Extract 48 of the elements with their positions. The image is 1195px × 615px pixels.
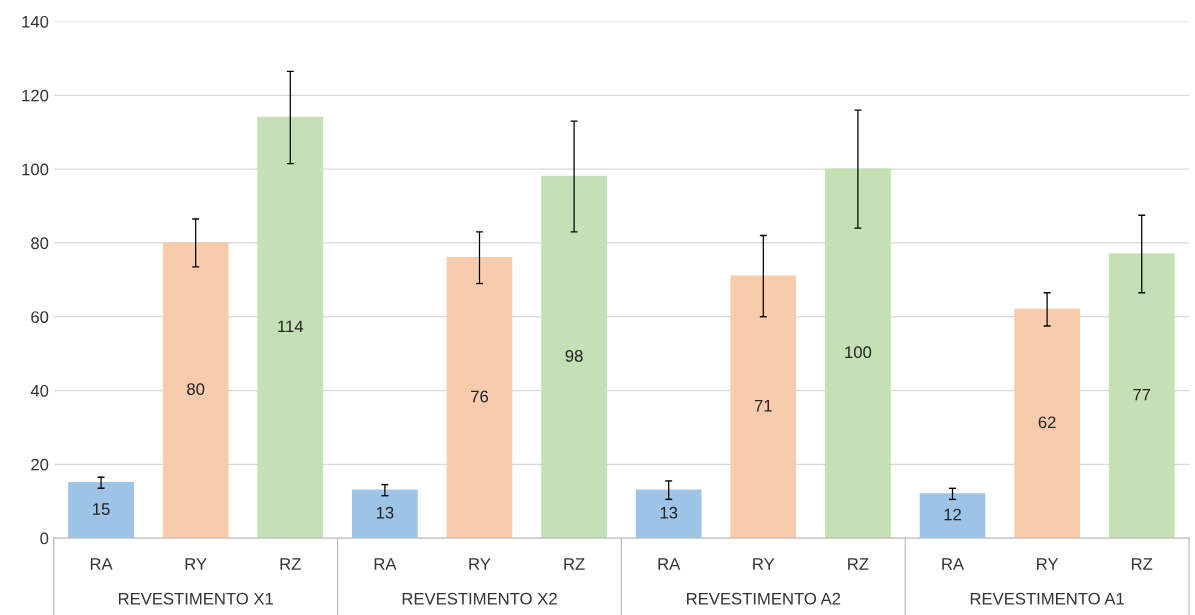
y-tick-label: 80 [31,237,49,250]
data-label: 98 [565,349,583,362]
series-label: RA [90,558,113,570]
series-label: RZ [280,558,301,570]
x-tick-label: REVESTIMENTO A2 [687,592,841,605]
data-label: 114 [278,320,304,333]
data-label: 80 [187,383,205,395]
data-label: 12 [944,508,961,521]
data-label: 71 [754,399,772,412]
data-label: 13 [376,506,394,519]
x-tick-label: REVESTIMENTO X1 [118,592,273,605]
series-label: RY [185,558,207,570]
bar [541,175,607,539]
text: RZ [848,558,869,570]
data-label: 62 [1038,416,1056,429]
bar [446,256,513,539]
bar [730,275,797,539]
text: RA [374,558,397,570]
y-tick-label: 100 [22,163,49,176]
text: RA [942,558,965,570]
x-tick-label: REVESTIMENTO A1 [970,592,1124,605]
text: RZ [1131,558,1153,570]
y-tick-label: 140 [22,15,49,28]
bar [352,489,418,539]
bar [919,493,986,539]
text: RA [658,558,681,570]
data-label: 76 [471,390,489,403]
text: RY [753,558,775,570]
text: RZ [564,558,585,570]
data-label: 13 [660,506,678,519]
y-tick-label: 0 [40,532,49,545]
bar [825,168,891,539]
y-tick-label: 60 [31,311,49,323]
bar [68,482,134,539]
data-label: 100 [845,346,872,359]
bar [257,116,324,539]
bar [1014,308,1080,539]
bar [162,242,229,539]
x-tick-label: REVESTIMENTO X2 [402,592,557,605]
text: RY [469,558,491,570]
y-tick-label: 40 [30,384,49,397]
data-label: 77 [1133,388,1151,401]
data-label: 15 [93,503,110,515]
bar [635,489,702,539]
bar [1108,253,1175,539]
y-tick-label: 20 [31,458,49,471]
y-tick-label: 120 [22,89,49,102]
text: RY [1037,558,1059,570]
